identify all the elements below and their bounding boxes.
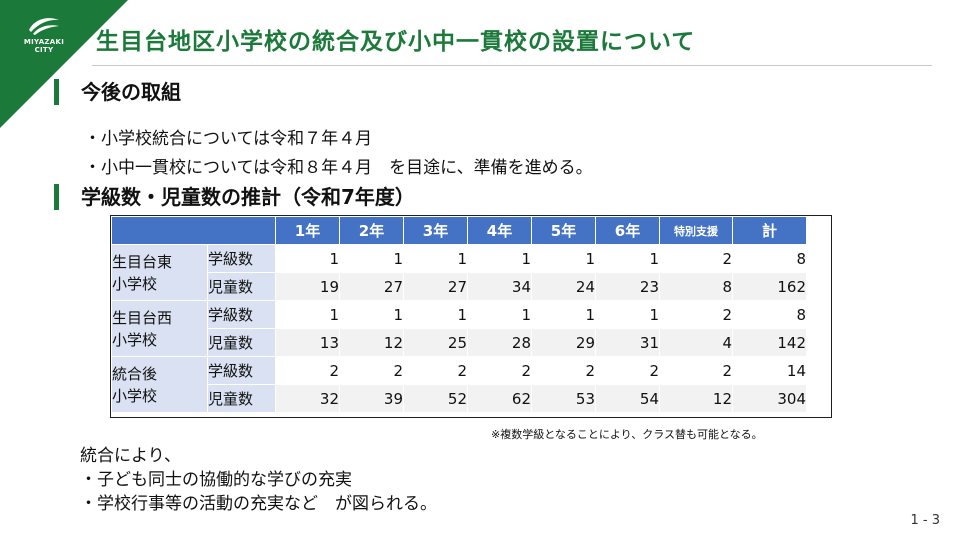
- table-cell: 8: [659, 272, 733, 301]
- header-special-support: 特別支援: [659, 216, 733, 245]
- table-cell: 52: [403, 384, 468, 413]
- page-number: 1 - 3: [910, 513, 941, 528]
- table-header-row: 1年 2年 3年 4年 5年 6年 特別支援 計: [111, 216, 807, 245]
- table-cell: 1: [275, 300, 340, 329]
- table-cell: 1: [595, 244, 660, 273]
- table-cell: 12: [339, 328, 404, 357]
- table-cell: 2: [595, 356, 660, 385]
- school-name-line1: 生目台東: [112, 252, 173, 271]
- table-cell: 39: [339, 384, 404, 413]
- table-cell: 27: [339, 272, 404, 301]
- logo-text: MIYAZAKI CITY: [23, 38, 65, 54]
- table-cell: 54: [595, 384, 660, 413]
- table-cell: 142: [732, 328, 807, 357]
- table-cell: 2: [403, 356, 468, 385]
- table-row: 生目台東 小学校 学級数 1 1 1 1 1 1 2 8: [111, 244, 807, 301]
- table-cell: 1: [595, 300, 660, 329]
- row-type-label: 学級数: [207, 356, 276, 385]
- conclusion-item-2: ・学校行事等の活動の充実など が図られる。: [80, 494, 437, 514]
- title-divider: [92, 65, 932, 66]
- conclusion-item-1: ・子ども同士の協働的な学びの充実: [80, 470, 352, 490]
- plan-bullet-1: ・小学校統合については令和７年４月: [84, 129, 373, 149]
- header-grade-5: 5年: [531, 216, 596, 245]
- corner-triangle: [0, 0, 128, 128]
- table-cell: 2: [659, 300, 733, 329]
- school-name-line1: 統合後: [112, 364, 158, 383]
- table-cell: 24: [531, 272, 596, 301]
- header-grade-2: 2年: [339, 216, 404, 245]
- table-cell: 14: [732, 356, 807, 385]
- class-student-table: 1年 2年 3年 4年 5年 6年 特別支援 計 生目台東 小学校 学級数 1 …: [111, 216, 807, 413]
- conclusion-intro: 統合により、: [80, 446, 181, 466]
- table-cell: 1: [275, 244, 340, 273]
- plan-bullet-2: ・小中一貫校については令和８年４月 を目途に、準備を進める。: [84, 158, 593, 178]
- row-type-label: 児童数: [207, 384, 276, 413]
- table-cell: 1: [467, 244, 532, 273]
- table-row: 生目台西 小学校 学級数 1 1 1 1 1 1 2 8: [111, 300, 807, 357]
- table-cell: 1: [467, 300, 532, 329]
- header-grade-3: 3年: [403, 216, 468, 245]
- table-row: 児童数 19 27 27 34 24 23 8 162: [112, 272, 807, 301]
- table-row: 児童数 32 39 52 62 53 54 12 304: [112, 384, 807, 413]
- table-cell: 4: [659, 328, 733, 357]
- table-cell: 1: [339, 244, 404, 273]
- table-cell: 2: [659, 356, 733, 385]
- table-cell: 1: [403, 244, 468, 273]
- table-cell: 31: [595, 328, 660, 357]
- header-corner: [111, 216, 276, 245]
- table-cell: 1: [531, 300, 596, 329]
- page-title: 生目台地区小学校の統合及び小中一貫校の設置について: [96, 29, 696, 55]
- table-row: 児童数 13 12 25 28 29 31 4 142: [112, 328, 807, 357]
- table-row: 統合後 小学校 学級数 2 2 2 2 2 2 2 14: [111, 356, 807, 413]
- table-cell: 28: [467, 328, 532, 357]
- row-type-label: 学級数: [207, 244, 276, 273]
- table-cell: 304: [732, 384, 807, 413]
- header-grade-1: 1年: [275, 216, 340, 245]
- table-cell: 25: [403, 328, 468, 357]
- school-name-line1: 生目台西: [112, 308, 173, 327]
- row-type-label: 児童数: [207, 272, 276, 301]
- table-cell: 2: [659, 244, 733, 273]
- table-cell: 27: [403, 272, 468, 301]
- table-cell: 53: [531, 384, 596, 413]
- table-cell: 2: [467, 356, 532, 385]
- table-cell: 62: [467, 384, 532, 413]
- school-name-cell: 生目台東 小学校: [111, 244, 208, 301]
- header-total: 計: [732, 216, 807, 245]
- table-cell: 2: [339, 356, 404, 385]
- header-grade-6: 6年: [595, 216, 660, 245]
- table-cell: 1: [339, 300, 404, 329]
- table-cell: 8: [732, 244, 807, 273]
- table-cell: 13: [275, 328, 340, 357]
- row-type-label: 児童数: [207, 328, 276, 357]
- school-name-line2: 小学校: [112, 386, 158, 405]
- table-cell: 23: [595, 272, 660, 301]
- table-cell: 32: [275, 384, 340, 413]
- table-cell: 29: [531, 328, 596, 357]
- table-cell: 19: [275, 272, 340, 301]
- table-cell: 34: [467, 272, 532, 301]
- table-cell: 12: [659, 384, 733, 413]
- row-type-label: 学級数: [207, 300, 276, 329]
- table-cell: 2: [531, 356, 596, 385]
- header-grade-4: 4年: [467, 216, 532, 245]
- school-name-line2: 小学校: [112, 330, 158, 349]
- section-heading-plans: 今後の取組: [54, 79, 181, 105]
- table-cell: 8: [732, 300, 807, 329]
- logo-swoosh-icon: [29, 18, 59, 35]
- table-cell: 162: [732, 272, 807, 301]
- section-heading-estimates: 学級数・児童数の推計（令和7年度）: [54, 184, 415, 210]
- city-logo: MIYAZAKI CITY: [14, 14, 74, 54]
- table-cell: 1: [531, 244, 596, 273]
- table-cell: 2: [275, 356, 340, 385]
- school-name-cell: 統合後 小学校: [111, 356, 208, 413]
- table-note: ※複数学級となることにより、クラス替も可能となる。: [491, 428, 763, 441]
- school-name-cell: 生目台西 小学校: [111, 300, 208, 357]
- table-cell: 1: [403, 300, 468, 329]
- school-name-line2: 小学校: [112, 274, 158, 293]
